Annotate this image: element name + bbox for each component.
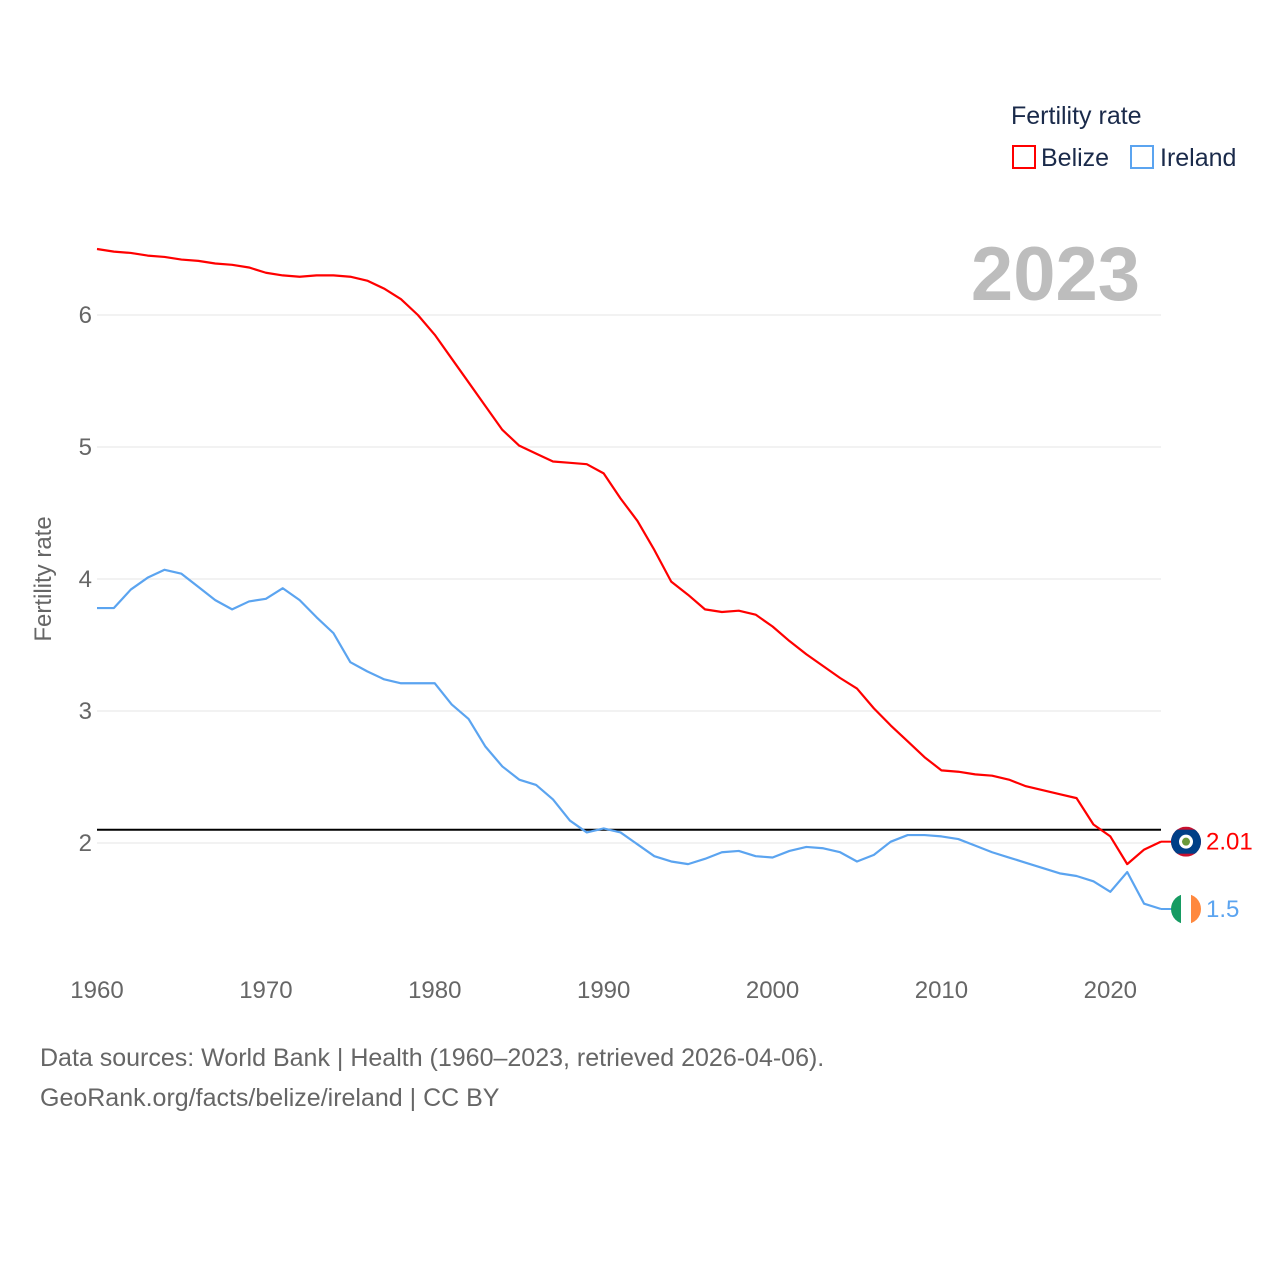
flag-body — [1171, 826, 1201, 857]
x-tick-label: 1980 — [408, 977, 461, 1004]
y-tick-label: 4 — [79, 566, 92, 593]
footer-sources: Data sources: World Bank | Health (1960–… — [40, 1044, 825, 1072]
flag-belize-icon — [1171, 826, 1201, 857]
y-tick-label: 6 — [79, 302, 92, 329]
x-tick-label: 2000 — [746, 977, 799, 1004]
flag-emblem-inner — [1182, 837, 1190, 846]
x-tick-label: 2010 — [915, 977, 968, 1004]
series-line-ireland[interactable] — [97, 568, 1162, 911]
y-axis-label: Fertility rate — [30, 516, 57, 641]
gridlines — [97, 314, 1161, 844]
x-tick-label: 1990 — [577, 977, 630, 1004]
y-tick-label: 2 — [79, 830, 92, 857]
x-axis-ticks: 1960 1970 1980 1990 2000 2010 2020 — [70, 977, 1137, 1004]
footer-link[interactable]: GeoRank.org/facts/belize/ireland | CC BY — [40, 1084, 500, 1112]
end-markers: 2.01 1.5 — [1161, 826, 1253, 924]
flag-stripe-white — [1181, 894, 1191, 924]
legend-title: Fertility rate — [1011, 102, 1142, 130]
y-axis-ticks: 2 3 4 5 6 — [79, 302, 92, 857]
series-line-belize[interactable] — [96, 247, 1162, 866]
year-label: 2023 — [971, 232, 1140, 317]
legend-swatch-belize[interactable] — [1012, 145, 1036, 169]
legend-label-belize[interactable]: Belize — [1041, 144, 1109, 172]
x-tick-label: 1960 — [70, 977, 123, 1004]
flag-stripe-green — [1171, 894, 1181, 924]
flag-stripe-orange — [1191, 894, 1201, 924]
legend-swatch-ireland[interactable] — [1130, 145, 1154, 169]
series-lines[interactable] — [96, 247, 1162, 911]
y-tick-label: 3 — [79, 698, 92, 725]
end-value-label: 1.5 — [1206, 896, 1239, 923]
legend[interactable]: Fertility rate Belize Ireland — [1011, 102, 1236, 172]
flag-body — [1171, 894, 1201, 924]
y-tick-label: 5 — [79, 434, 92, 461]
legend-label-ireland[interactable]: Ireland — [1160, 144, 1236, 172]
x-tick-label: 1970 — [239, 977, 292, 1004]
x-tick-label: 2020 — [1084, 977, 1137, 1004]
flag-ireland-icon — [1171, 894, 1201, 924]
end-value-label: 2.01 — [1206, 829, 1253, 856]
